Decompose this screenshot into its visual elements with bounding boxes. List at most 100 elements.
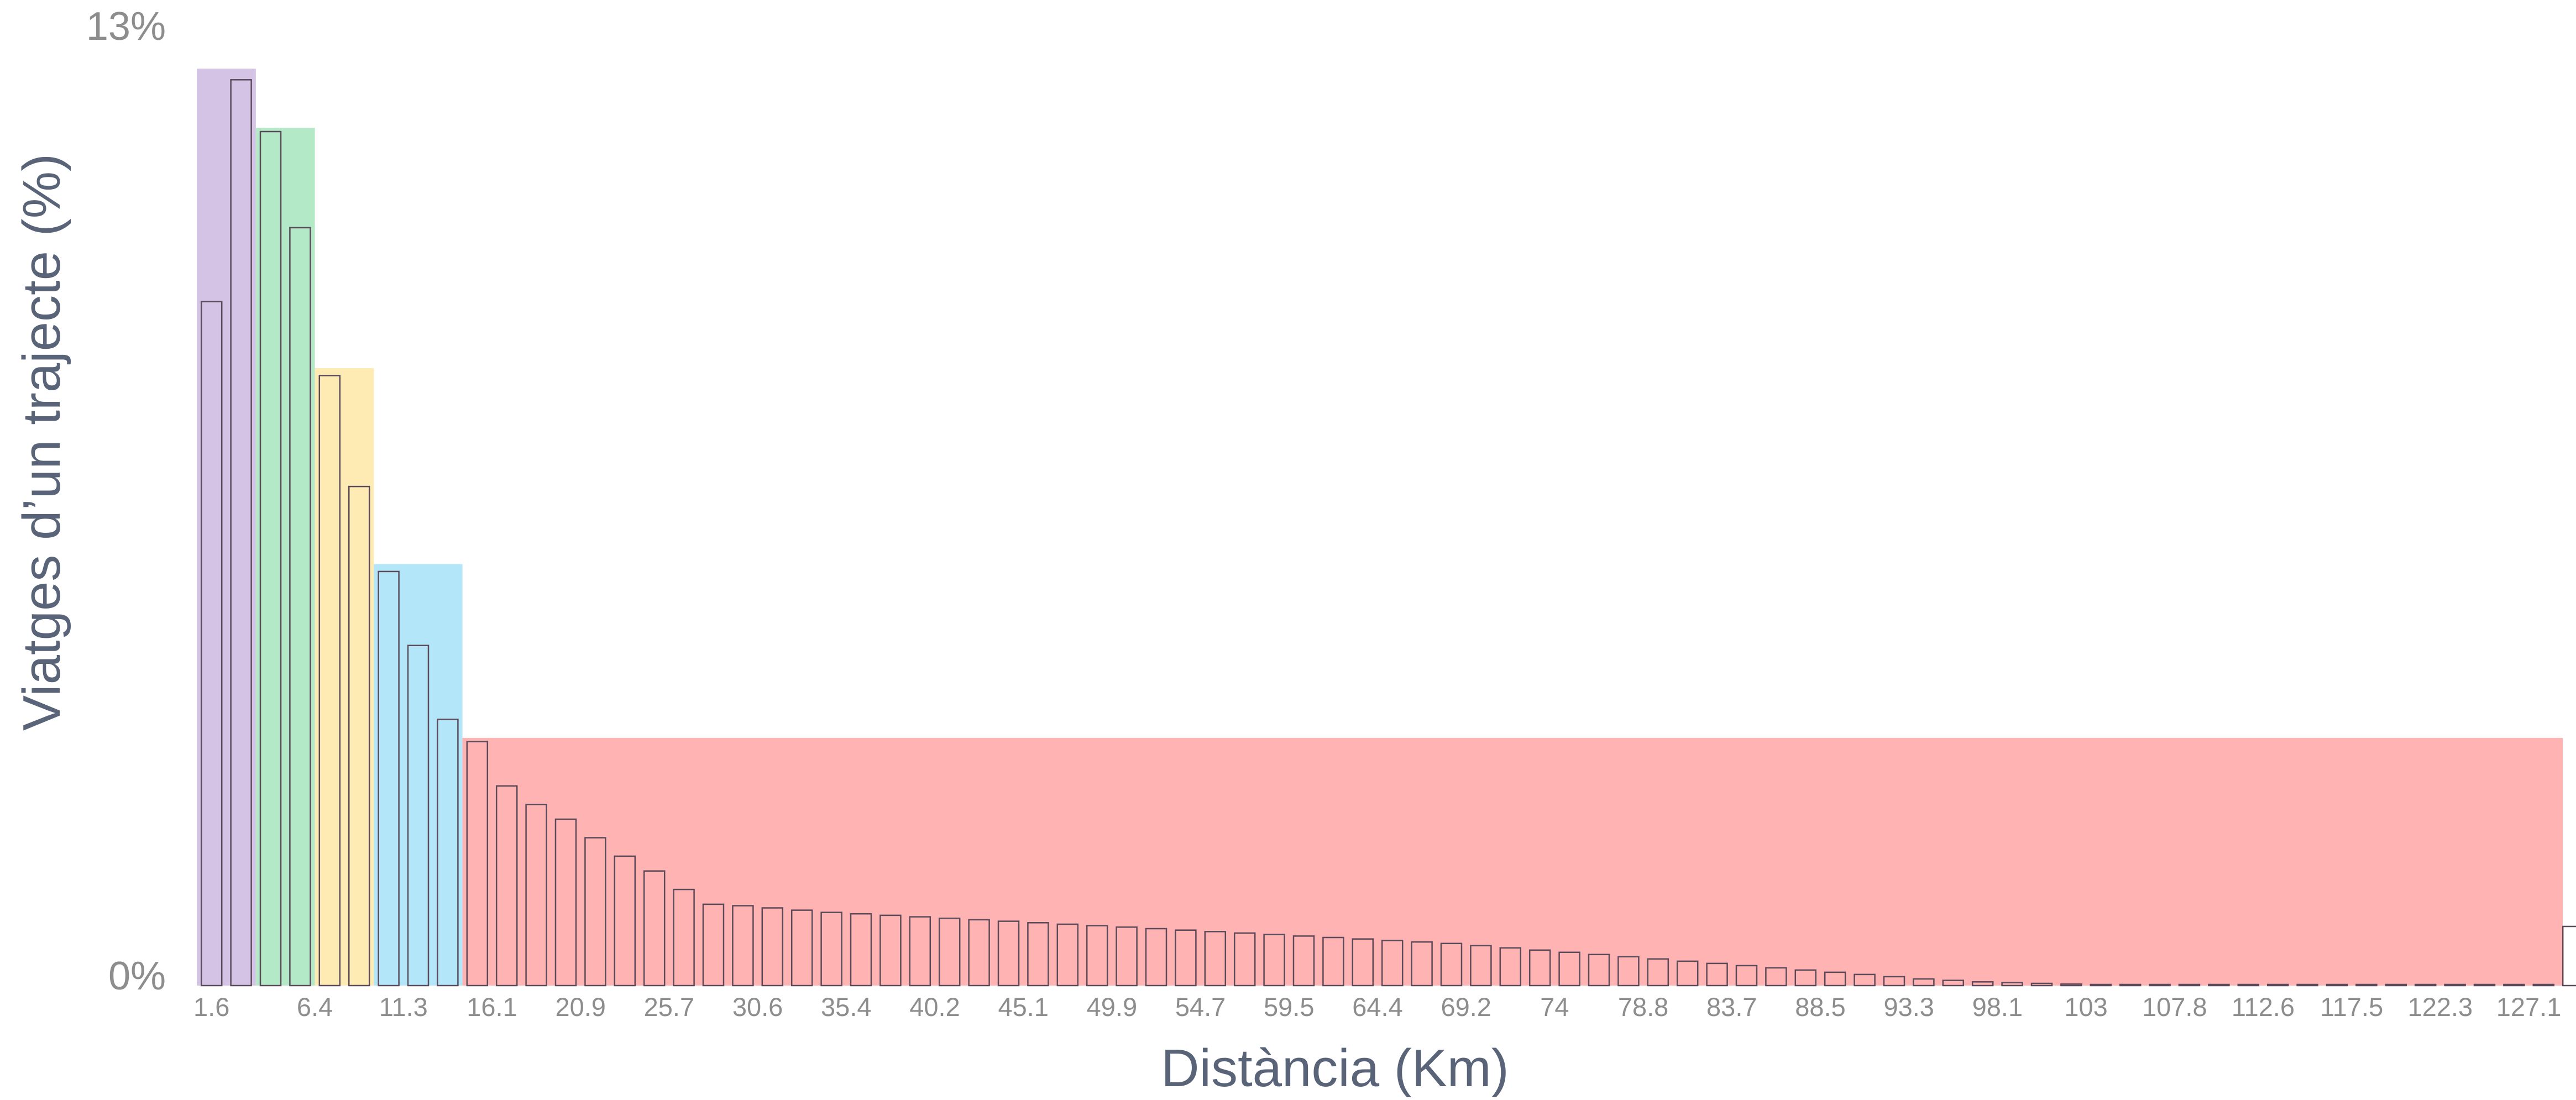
bar-26 bbox=[938, 918, 961, 987]
bar-34 bbox=[1175, 929, 1197, 987]
bar-40 bbox=[1352, 938, 1374, 987]
x-tick-label: 25.7 bbox=[644, 992, 694, 1022]
bar-13 bbox=[554, 818, 577, 987]
range-band-2 bbox=[255, 128, 315, 986]
x-tick-label: 69.2 bbox=[1441, 992, 1491, 1022]
bar-63 bbox=[2030, 982, 2053, 987]
bars bbox=[200, 79, 2576, 987]
bar-21 bbox=[790, 909, 813, 987]
bar-39 bbox=[1322, 936, 1344, 987]
bar-36 bbox=[1233, 932, 1256, 987]
x-tick-label: 1.6 bbox=[193, 992, 229, 1022]
bar-22 bbox=[820, 912, 842, 987]
x-tick-label: 40.2 bbox=[909, 992, 960, 1022]
x-tick-label: 30.6 bbox=[732, 992, 783, 1022]
bar-71 bbox=[2266, 983, 2289, 987]
bar-59 bbox=[1913, 978, 1935, 987]
bar-73 bbox=[2326, 983, 2348, 987]
bar-77 bbox=[2444, 983, 2466, 987]
bar-1 bbox=[200, 301, 223, 987]
x-tick-label: 45.1 bbox=[998, 992, 1048, 1022]
bar-33 bbox=[1145, 928, 1167, 987]
bar-51 bbox=[1676, 960, 1699, 987]
range-band-4 bbox=[374, 564, 463, 986]
bar-14 bbox=[584, 837, 606, 987]
bar-23 bbox=[850, 913, 872, 987]
bar-68 bbox=[2178, 983, 2201, 987]
bar-4 bbox=[289, 227, 311, 987]
range-bands bbox=[197, 69, 2563, 986]
x-tick-label: 93.3 bbox=[1883, 992, 1934, 1022]
bar-5 bbox=[318, 375, 341, 987]
bar-30 bbox=[1056, 923, 1079, 987]
bar-80 bbox=[2532, 983, 2555, 987]
x-tick-label: 74 bbox=[1540, 992, 1569, 1022]
bar-2 bbox=[230, 79, 252, 987]
bar-7 bbox=[378, 570, 400, 987]
bar-53 bbox=[1735, 965, 1758, 987]
bar-50 bbox=[1647, 958, 1669, 987]
bar-16 bbox=[643, 870, 666, 987]
x-tick-label: 59.5 bbox=[1264, 992, 1314, 1022]
bar-42 bbox=[1411, 941, 1433, 987]
bar-19 bbox=[732, 905, 754, 987]
bar-62 bbox=[2001, 982, 2023, 987]
bar-64 bbox=[2060, 983, 2082, 987]
bar-44 bbox=[1470, 945, 1492, 987]
x-tick-label: 107.8 bbox=[2142, 992, 2207, 1022]
bar-69 bbox=[2208, 983, 2230, 987]
bar-12 bbox=[525, 804, 547, 987]
bar-11 bbox=[495, 785, 518, 987]
x-axis-title: Distància (Km) bbox=[1161, 1039, 1509, 1097]
bar-35 bbox=[1204, 931, 1227, 987]
bar-6 bbox=[348, 485, 370, 987]
bar-60 bbox=[1942, 979, 1965, 987]
x-tick-labels: 1.6 6.4 11.3 16.1 20.9 25.7 30.6 35.4 40.2 45.1 49… bbox=[193, 992, 2561, 1022]
x-tick-label: 64.4 bbox=[1352, 992, 1402, 1022]
x-tick-label: 103 bbox=[2064, 992, 2107, 1022]
bar-74 bbox=[2355, 983, 2378, 987]
bar-37 bbox=[1263, 934, 1285, 987]
bar-61 bbox=[1971, 981, 1994, 987]
x-tick-label: 88.5 bbox=[1795, 992, 1845, 1022]
bar-58 bbox=[1883, 976, 1905, 987]
bar-3 bbox=[259, 130, 282, 987]
y-axis-title: Viatges d’un trajecte (%) bbox=[12, 154, 71, 731]
bar-31 bbox=[1086, 925, 1108, 987]
range-band-3 bbox=[315, 368, 374, 986]
bar-79 bbox=[2503, 983, 2525, 987]
bar-45 bbox=[1499, 947, 1522, 987]
bar-75 bbox=[2385, 983, 2407, 987]
bar-8 bbox=[407, 645, 430, 987]
bar-81 bbox=[2562, 925, 2576, 987]
x-tick-label: 11.3 bbox=[379, 992, 428, 1022]
axes: 13% 0% Viatges d’un trajecte (%) Distànc… bbox=[12, 4, 1509, 1098]
bar-27 bbox=[968, 919, 990, 987]
bar-65 bbox=[2090, 983, 2112, 987]
bar-47 bbox=[1558, 951, 1580, 987]
bar-78 bbox=[2473, 983, 2496, 987]
x-tick-label: 6.4 bbox=[297, 992, 333, 1022]
bar-70 bbox=[2237, 983, 2260, 987]
x-tick-label: 127.1 bbox=[2496, 992, 2562, 1022]
bar-32 bbox=[1116, 926, 1138, 987]
bar-48 bbox=[1588, 954, 1610, 987]
bar-17 bbox=[673, 888, 695, 987]
x-tick-label: 35.4 bbox=[821, 992, 871, 1022]
range-band-1 bbox=[197, 69, 256, 986]
y-tick-label-bottom: 0% bbox=[108, 954, 166, 998]
bar-56 bbox=[1824, 971, 1846, 987]
bar-76 bbox=[2414, 983, 2437, 987]
bar-24 bbox=[879, 914, 902, 987]
x-tick-label: 49.9 bbox=[1087, 992, 1137, 1022]
bar-41 bbox=[1381, 940, 1404, 987]
bar-43 bbox=[1440, 942, 1463, 987]
bar-49 bbox=[1617, 956, 1640, 987]
x-tick-label: 98.1 bbox=[1972, 992, 2023, 1022]
x-tick-label: 54.7 bbox=[1175, 992, 1226, 1022]
x-tick-label: 16.1 bbox=[467, 992, 517, 1022]
bar-54 bbox=[1765, 967, 1787, 987]
bar-9 bbox=[437, 719, 459, 987]
